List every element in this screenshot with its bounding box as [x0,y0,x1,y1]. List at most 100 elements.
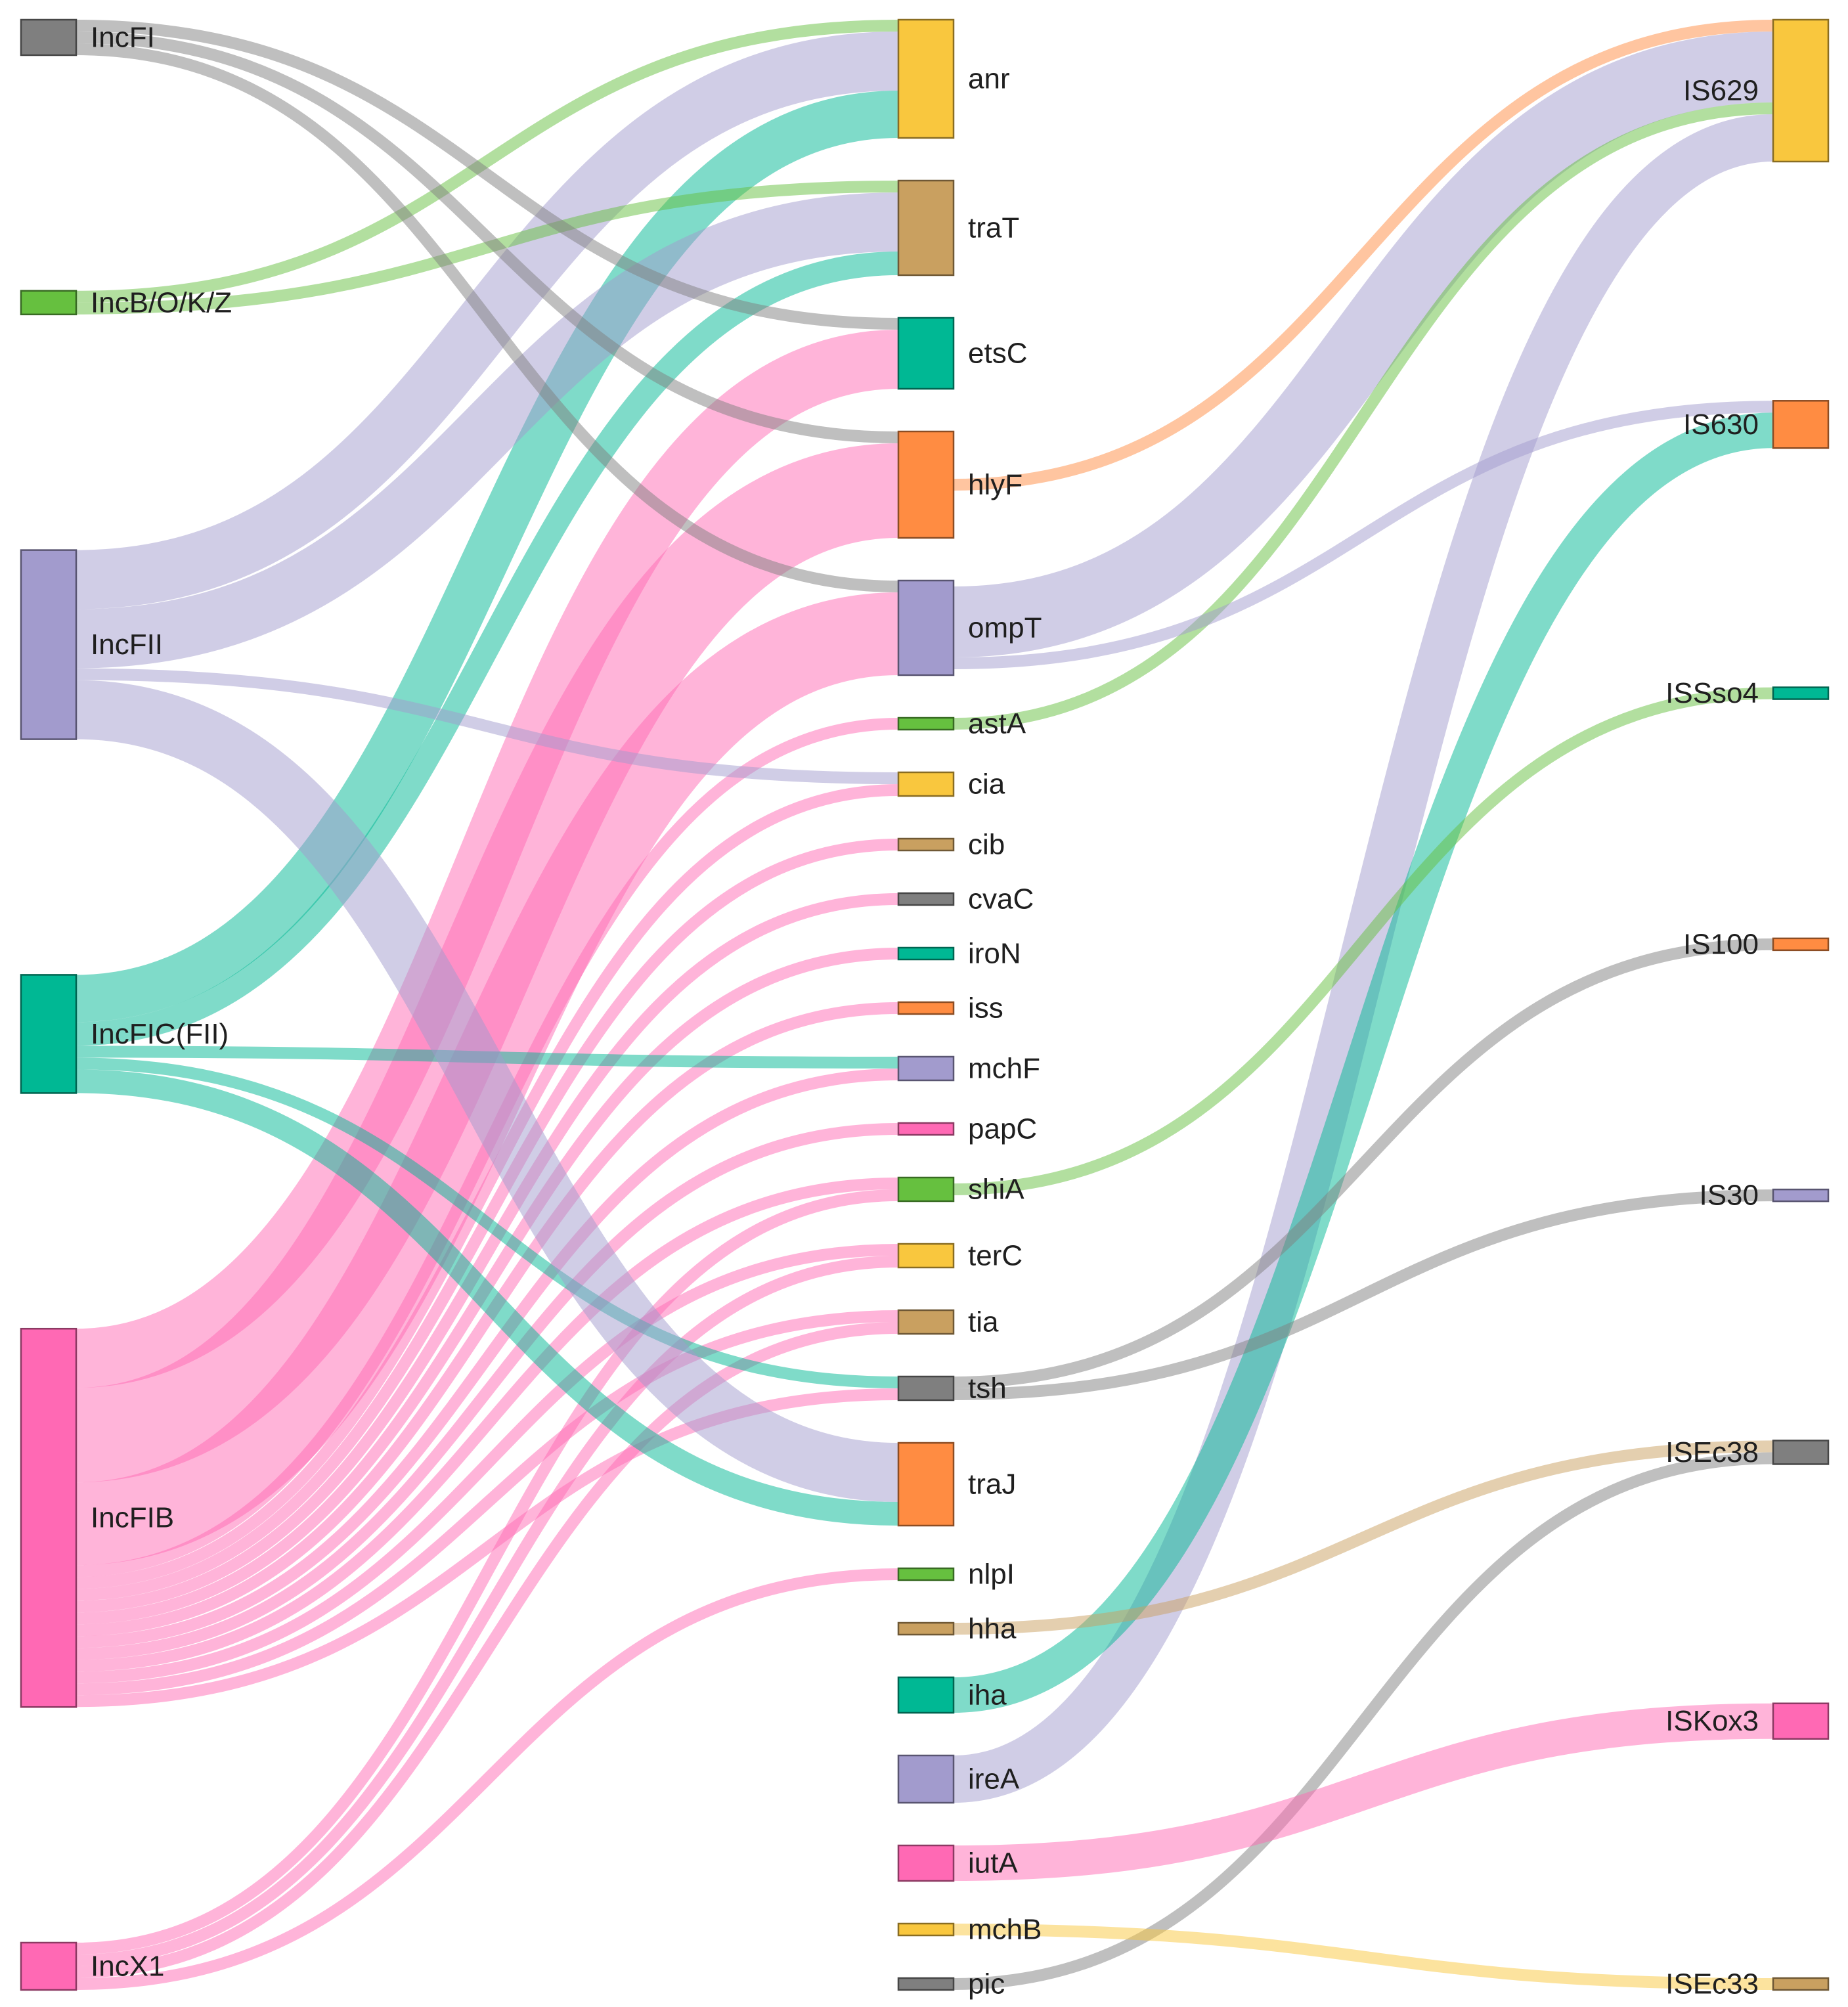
flow-incfib-to-papc [76,1123,899,1660]
node-is629[interactable] [1772,18,1830,163]
flow-incfib-to-mchf [76,1069,899,1648]
node-incx1[interactable] [20,1941,77,1991]
label-irea: ireA [968,1763,1020,1796]
node-mchb[interactable] [897,1922,955,1937]
node-tia[interactable] [897,1309,955,1335]
node-incfic-fii[interactable] [20,974,77,1094]
label-terc: terC [968,1240,1023,1272]
label-incfii: IncFII [91,629,163,661]
label-incfi: IncFI [91,22,155,54]
flow-incfii-to-trat [76,192,899,669]
label-iron: iroN [968,938,1021,970]
node-etsc[interactable] [897,317,955,390]
label-cib: cib [968,829,1005,861]
label-traj: traJ [968,1468,1016,1501]
flow-incfic-fii-to-anr [76,91,899,1023]
flow-iuta-to-iskox3 [953,1703,1774,1881]
node-iskox3[interactable] [1772,1702,1830,1740]
flow-incfi-to-etsc [76,20,899,330]
node-incfi[interactable] [20,18,77,56]
flow-incb-o-k-z-to-anr [76,20,899,303]
flow-ompt-to-is629 [953,32,1774,657]
label-is630: IS630 [1683,408,1759,441]
node-incfib[interactable] [20,1327,77,1708]
links-layer [75,20,1774,1990]
flow-shia-to-issso4 [953,687,1774,1195]
label-incb-o-k-z: IncB/O/K/Z [91,286,232,319]
label-pic: pic [968,1968,1005,2000]
node-anr[interactable] [897,18,955,139]
labels-layer: IncFI IncB/O/K/Z IncFII IncFIC(FII) IncFIB In… [91,22,1759,2000]
flow-incfib-to-iss [76,1002,899,1637]
node-is100[interactable] [1772,937,1830,952]
flow-hlyf-to-is629 [953,20,1774,491]
flow-incx1-to-nlpi [76,1568,899,1990]
node-cvac[interactable] [897,892,955,906]
node-incb-o-k-z[interactable] [20,290,77,316]
label-hlyf: hlyF [968,469,1023,501]
flow-incfii-to-traj [76,680,899,1502]
flow-incx1-to-terc [76,1256,899,1966]
flow-pic-to-isec38 [953,1452,1774,1990]
node-pic[interactable] [897,1977,955,1991]
node-traj[interactable] [897,1442,955,1527]
node-iha[interactable] [897,1676,955,1714]
flow-incfic-fii-to-tsh [76,1057,899,1388]
node-iss[interactable] [897,1001,955,1015]
flow-incx1-to-tia [76,1322,899,1978]
node-tsh[interactable] [897,1375,955,1401]
label-cvac: cvaC [968,883,1034,915]
flow-incfib-to-terc [76,1244,899,1684]
flow-hha-to-isec38 [953,1440,1774,1635]
node-asta[interactable] [897,717,955,731]
node-trat[interactable] [897,179,955,276]
label-issso4: ISSso4 [1665,677,1759,709]
label-trat: traT [968,212,1019,244]
node-ompt[interactable] [897,579,955,676]
node-iron[interactable] [897,946,955,961]
flow-incb-o-k-z-to-trat [76,181,899,315]
node-is30[interactable] [1772,1188,1830,1202]
node-incfii[interactable] [20,549,77,740]
node-papc[interactable] [897,1122,955,1136]
node-irea[interactable] [897,1754,955,1804]
label-shia: shiA [968,1174,1024,1206]
label-is629: IS629 [1683,75,1759,107]
node-hha[interactable] [897,1621,955,1636]
flow-incfic-fii-to-traj [76,1069,899,1526]
node-nlpi[interactable] [897,1567,955,1581]
label-ompt: ompT [968,612,1042,644]
label-isec38: ISEc38 [1665,1436,1759,1468]
nodes-layer [20,18,1830,1991]
flow-mchb-to-isec33 [953,1924,1774,1990]
node-cib[interactable] [897,837,955,852]
label-hha: hha [968,1613,1017,1645]
label-iha: iha [968,1679,1007,1711]
node-mchf[interactable] [897,1055,955,1082]
label-mchb: mchB [968,1914,1042,1946]
node-terc[interactable] [897,1243,955,1269]
label-cia: cia [968,768,1005,801]
flow-incfib-to-shia [76,1178,899,1672]
node-shia[interactable] [897,1176,955,1202]
flow-irea-to-is629 [953,114,1774,1803]
node-isec33[interactable] [1772,1977,1830,1991]
label-tia: tia [968,1306,999,1338]
flow-incfic-fii-to-trat [76,252,899,1046]
label-nlpi: nlpI [968,1558,1015,1591]
label-isec33: ISEc33 [1665,1968,1759,2000]
label-etsc: etsC [968,338,1027,370]
flow-incfib-to-cvac [76,893,899,1613]
node-hlyf[interactable] [897,430,955,539]
node-cia[interactable] [897,771,955,797]
flow-tsh-to-is30 [953,1189,1774,1400]
node-isec38[interactable] [1772,1440,1830,1465]
node-iuta[interactable] [897,1844,955,1882]
flow-incfi-to-ompt [76,43,899,592]
node-is630[interactable] [1772,400,1830,449]
flow-incfib-to-cia [76,784,899,1589]
node-issso4[interactable] [1772,686,1830,700]
flow-incfi-to-hlyf [76,32,899,443]
label-incx1: IncX1 [91,1951,165,1983]
flow-incfii-to-cia [76,668,899,784]
